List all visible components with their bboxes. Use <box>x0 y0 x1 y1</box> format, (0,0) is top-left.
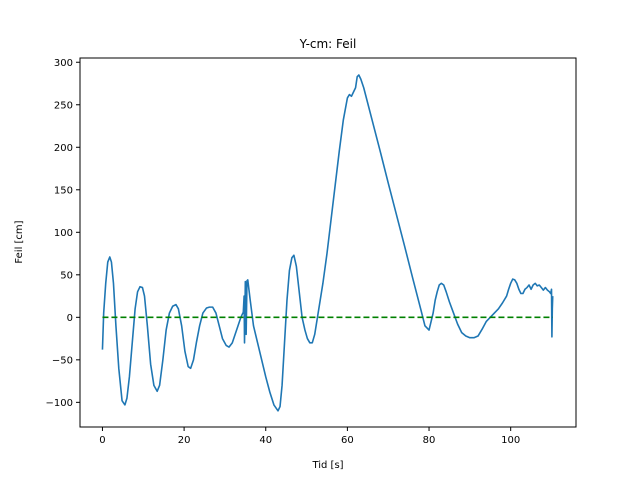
axes-frame <box>79 57 577 428</box>
x-tick-label: 60 <box>341 435 354 446</box>
y-tick-label: 150 <box>54 185 73 196</box>
y-tick-label: 100 <box>54 228 73 239</box>
y-tick-label: −100 <box>46 398 73 409</box>
y-tick-label: −50 <box>52 355 73 366</box>
chart-title: Y-cm: Feil <box>299 37 357 51</box>
x-tick-label: 100 <box>501 435 520 446</box>
error-series-line <box>101 74 554 412</box>
y-axis-label: Feil [cm] <box>14 220 25 263</box>
x-tick-label: 0 <box>99 435 105 446</box>
y-tick-label: 200 <box>54 143 73 154</box>
x-tick-label: 20 <box>178 435 191 446</box>
x-tick-label: 80 <box>423 435 436 446</box>
y-tick-label: 50 <box>60 270 73 281</box>
y-tick-label: 300 <box>54 58 73 69</box>
y-tick-label: 250 <box>54 100 73 111</box>
x-axis-label: Tid [s] <box>311 460 343 471</box>
y-tick-label: 0 <box>67 313 73 324</box>
axis-ticks: 0 20 40 60 80 100 −100 −50 0 50 100 150 200 250 300 <box>46 57 577 446</box>
plot-area <box>101 74 554 412</box>
x-tick-label: 40 <box>259 435 272 446</box>
